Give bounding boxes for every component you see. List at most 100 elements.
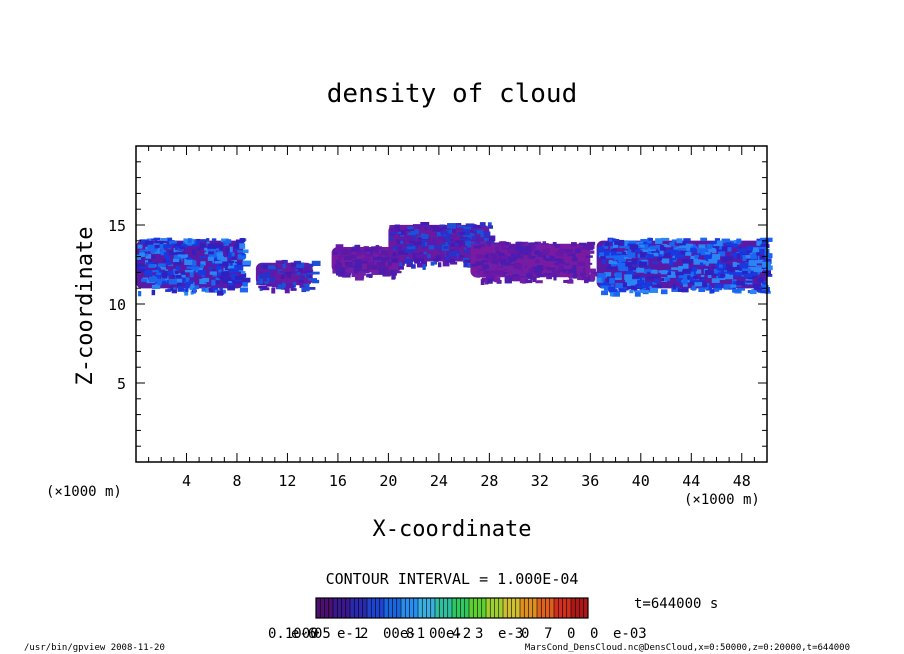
colorbar-swatch [498,598,504,618]
cloud-cell [165,289,171,292]
cloud-cell [515,269,522,275]
cloud-cell [555,258,562,262]
cloud-cell [192,287,196,294]
cloud-cell [568,275,573,278]
cloud-cell [452,227,456,233]
cloud-cell [504,278,512,284]
cloud-cell [221,271,229,278]
cloud-cell [582,244,592,249]
cloud-cell [636,267,645,273]
cloud-cell [629,289,634,294]
cloud-cell [476,255,486,259]
cloud-cell [512,255,519,259]
cloud-cell [634,291,641,297]
cloud-cell [266,284,274,287]
cloud-cell [204,252,210,255]
colorbar-swatch [430,598,436,618]
cloud-cell [183,238,187,243]
cloud-cell [237,255,245,260]
cloud-cell [429,240,438,246]
cloud-cell [381,250,390,256]
cloud-cell [568,267,577,274]
colorbar-swatch [486,598,491,618]
colorbar-swatch [367,598,372,618]
cloud-cell [487,278,493,284]
cloud-cell [686,247,693,251]
cloud-cell [463,226,472,230]
cloud-cell [612,291,620,297]
cloud-cell [280,274,285,279]
cloud-cell [657,257,663,261]
colorbar-tick-label: 0 [590,626,598,642]
cloud-cell [510,251,518,256]
cloud-cell [442,236,449,239]
cloud-cell [649,245,657,250]
cloud-cell [562,268,567,273]
cloud-cell [589,244,595,249]
cloud-cell [436,227,442,232]
cloud-cell [138,266,147,272]
cloud-cell [480,241,486,245]
cloud-cell [705,285,713,291]
cloud-cell [656,250,663,256]
cloud-cell [659,248,664,255]
cloud-cell [759,255,766,260]
colorbar-swatch [452,598,457,618]
cloud-cell [407,226,414,230]
cloud-cell [394,224,400,230]
cloud-cell [552,273,560,276]
x-tick-label: 40 [632,472,650,490]
cloud-cell [631,275,639,279]
colorbar-tick-label: e-3 [498,626,523,642]
cloud-cell [464,259,471,264]
cloud-cell [344,262,353,266]
cloud-cell [481,259,490,263]
cloud-cell [334,247,342,253]
cloud-cell [179,246,185,250]
cloud-cell [308,274,312,280]
cloud-cell [721,271,730,274]
cloud-cell [459,238,468,242]
cloud-cell [642,249,649,253]
cloud-cell [290,288,297,291]
cloud-cell [359,249,364,252]
cloud-cell [420,243,426,248]
cloud-cell [221,277,225,282]
cloud-cell [519,273,527,277]
cloud-cell [503,267,510,271]
cloud-cell [535,259,540,264]
cloud-cell [630,285,638,291]
cloud-cell [695,269,702,274]
cloud-cell [434,261,438,265]
cloud-cell [426,240,433,245]
cloud-cell [398,238,402,241]
cloud-cell [295,269,301,275]
cloud-cell [450,242,458,247]
cloud-cell [184,290,189,296]
cloud-cell [269,268,273,271]
cloud-cell [275,280,282,285]
cloud-cell [689,276,694,282]
cloud-cell [418,225,423,229]
cloud-cell [174,270,179,275]
cloud-cell [498,262,502,268]
cloud-cell [357,266,367,270]
colorbar-swatch [511,598,517,618]
cloud-cell [709,270,718,276]
cloud-cell [404,259,413,264]
cloud-cell [274,267,280,270]
cloud-cell [680,251,687,256]
cloud-cell [301,267,306,270]
cloud-cell [590,250,595,254]
cloud-cell [298,280,305,286]
cloud-cell [669,258,677,261]
cloud-cell [600,255,606,260]
cloud-cell [523,265,532,271]
cloud-cell [281,259,288,264]
cloud-cell [636,285,646,289]
cloud-cell [508,244,517,249]
cloud-cell [749,252,753,255]
time-label: t=644000 s [634,596,718,612]
colorbar-tick-label: e-1 [337,626,362,642]
cloud-cell [202,277,210,283]
